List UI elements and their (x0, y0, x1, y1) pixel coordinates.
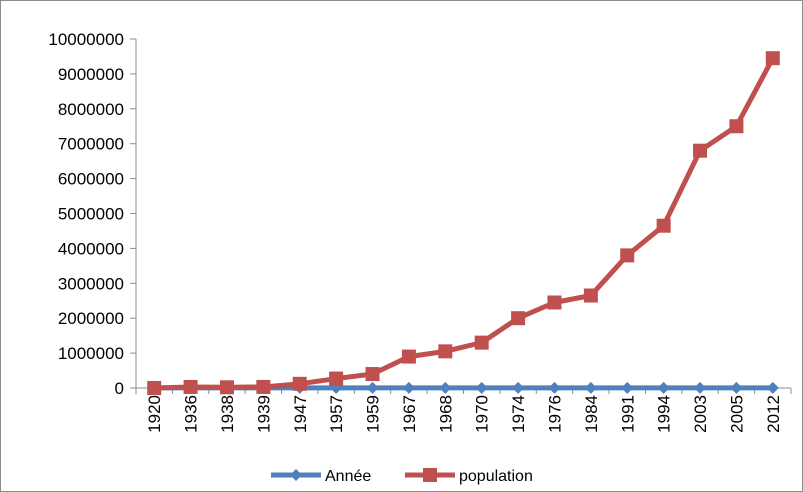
data-point (730, 381, 743, 394)
data-point (547, 295, 562, 310)
data-point (621, 381, 634, 394)
y-tick-label: 7000000 (58, 135, 124, 154)
y-axis-ticks: 0 1000000 2000000 3000000 4000000 5000000 6000… (48, 30, 136, 398)
series-2 (147, 51, 780, 395)
data-point (366, 381, 379, 394)
x-tick-label: 1947 (291, 395, 310, 433)
data-point (766, 381, 779, 394)
x-tick-label: 1968 (436, 395, 455, 433)
x-tick-label: 1970 (473, 395, 492, 433)
data-point (401, 349, 416, 364)
x-tick-label: 1976 (545, 395, 564, 433)
y-tick-label: 9000000 (58, 65, 124, 84)
y-tick-label: 5000000 (58, 205, 124, 224)
axes (135, 39, 791, 389)
x-tick-label: 1991 (618, 395, 637, 433)
data-point (693, 143, 708, 158)
x-tick-label: 1936 (182, 395, 201, 433)
data-point (474, 335, 489, 350)
y-tick-label: 3000000 (58, 274, 124, 293)
data-point (402, 381, 415, 394)
x-tick-label: 1984 (582, 395, 601, 433)
data-point (438, 344, 453, 359)
legend-label: population (459, 468, 533, 485)
data-point (256, 379, 271, 394)
data-point (365, 367, 380, 382)
data-point (512, 381, 525, 394)
data-point (584, 381, 597, 394)
data-point (620, 248, 635, 263)
x-tick-label: 1938 (218, 395, 237, 433)
data-point (583, 288, 598, 303)
series-layer (147, 51, 780, 395)
x-tick-label: 1974 (509, 395, 528, 433)
x-tick-label: 1939 (254, 395, 273, 433)
data-point (765, 51, 780, 66)
x-tick-label: 1920 (145, 395, 164, 433)
x-axis-ticks: 1920 1936 1938 1939 1947 1957 1959 1967 1968 1970… (135, 388, 792, 433)
x-tick-label: 1967 (400, 395, 419, 433)
x-tick-label: 2003 (691, 395, 710, 433)
series-line (154, 57, 776, 391)
x-tick-label: 1994 (655, 395, 674, 433)
x-tick-label: 2005 (727, 395, 746, 433)
data-point (183, 379, 198, 394)
y-tick-label: 0 (115, 379, 124, 398)
data-point (439, 381, 452, 394)
legend-item-1: Année (271, 468, 371, 485)
data-point (657, 381, 670, 394)
legend-label: Année (325, 468, 371, 485)
y-tick-label: 1000000 (58, 344, 124, 363)
data-point (475, 381, 488, 394)
x-tick-label: 2012 (764, 395, 783, 433)
data-point (548, 381, 561, 394)
y-tick-label: 6000000 (58, 170, 124, 189)
data-point (694, 381, 707, 394)
x-tick-label: 1957 (327, 395, 346, 433)
data-point (329, 371, 344, 386)
x-tick-label: 1959 (364, 395, 383, 433)
y-tick-label: 10000000 (48, 30, 124, 49)
data-point (292, 376, 307, 391)
data-point (656, 218, 671, 233)
y-tick-label: 4000000 (58, 239, 124, 258)
legend-marker (423, 468, 437, 482)
legend: Année population (271, 468, 533, 485)
legend-marker (290, 469, 302, 481)
y-tick-label: 2000000 (58, 309, 124, 328)
data-point (729, 119, 744, 134)
y-tick-label: 8000000 (58, 100, 124, 119)
data-point (219, 380, 234, 395)
data-point (147, 381, 162, 395)
legend-item-2: population (405, 468, 533, 485)
data-point (511, 311, 526, 326)
